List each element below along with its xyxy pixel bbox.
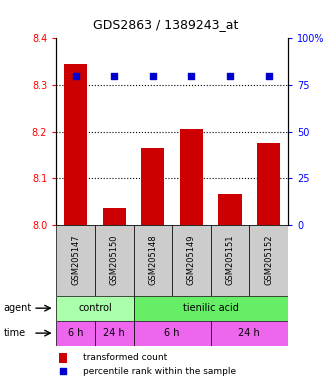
Text: 24 h: 24 h (103, 328, 125, 338)
Text: GSM205149: GSM205149 (187, 235, 196, 285)
Point (60, 368, 66, 374)
Text: 6 h: 6 h (68, 328, 83, 338)
Bar (95, 225, 133, 296)
Point (189, 73, 194, 79)
Text: GSM205147: GSM205147 (71, 235, 80, 285)
Text: agent: agent (3, 303, 31, 313)
Bar (133, 296, 288, 321)
Text: GDS2863 / 1389243_at: GDS2863 / 1389243_at (93, 18, 238, 31)
Point (73, 73, 78, 79)
Bar (103, 209, 126, 225)
Bar (211, 225, 249, 296)
Bar (59, 353, 67, 363)
Bar (249, 225, 288, 296)
Text: control: control (78, 303, 112, 313)
Text: time: time (3, 328, 25, 338)
Bar (56, 225, 95, 296)
Bar (257, 143, 280, 225)
Bar (180, 129, 203, 225)
Bar (218, 194, 242, 225)
Bar (141, 148, 165, 225)
Text: GSM205148: GSM205148 (148, 235, 157, 285)
Bar (211, 321, 288, 346)
Point (227, 73, 233, 79)
Point (112, 73, 117, 79)
Point (150, 73, 156, 79)
Text: tienilic acid: tienilic acid (183, 303, 239, 313)
Text: GSM205151: GSM205151 (225, 235, 235, 285)
Bar (133, 321, 211, 346)
Bar (56, 321, 95, 346)
Text: GSM205152: GSM205152 (264, 235, 273, 285)
Text: percentile rank within the sample: percentile rank within the sample (83, 366, 236, 376)
Point (266, 73, 271, 79)
Text: transformed count: transformed count (83, 353, 167, 362)
Bar (56, 296, 133, 321)
Text: GSM205150: GSM205150 (110, 235, 119, 285)
Bar (95, 321, 133, 346)
Text: 24 h: 24 h (238, 328, 260, 338)
Text: 6 h: 6 h (165, 328, 180, 338)
Bar (133, 225, 172, 296)
Bar (64, 64, 87, 225)
Bar (172, 225, 211, 296)
